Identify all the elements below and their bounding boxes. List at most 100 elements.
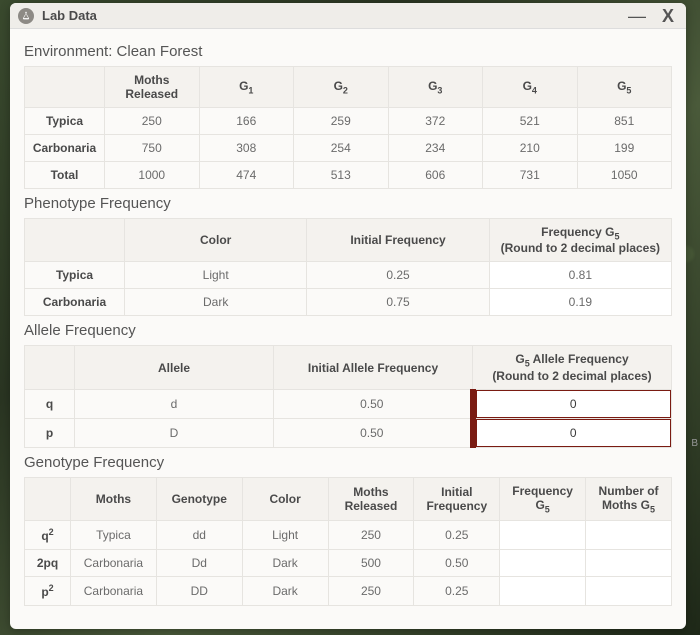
env-total-g3: 606 bbox=[388, 162, 483, 189]
geno-col-released: Moths Released bbox=[328, 477, 414, 520]
titlebar: Lab Data — X bbox=[10, 3, 686, 29]
genotype-table: Moths Genotype Color Moths Released Init… bbox=[24, 477, 672, 606]
phen-row-typica: Typica Light 0.25 0.81 bbox=[25, 262, 672, 289]
allele-col-allele: Allele bbox=[75, 346, 274, 389]
geno-2pq-genotype: Dd bbox=[156, 550, 242, 577]
env-total-released: 1000 bbox=[105, 162, 200, 189]
geno-p2-label: p2 bbox=[25, 577, 71, 606]
env-carb-released: 750 bbox=[105, 135, 200, 162]
env-col-g5: G5 bbox=[577, 67, 672, 108]
geno-col-nmoths: Number of Moths G5 bbox=[586, 477, 672, 520]
allele-q-initial: 0.50 bbox=[274, 389, 473, 418]
allele-heading: Allele Frequency bbox=[24, 322, 672, 339]
env-carb-g5: 199 bbox=[577, 135, 672, 162]
geno-q2-color: Light bbox=[242, 521, 328, 550]
close-button[interactable]: X bbox=[658, 7, 678, 25]
allele-row-q: q d 0.50 0 bbox=[25, 389, 672, 418]
geno-col-color: Color bbox=[242, 477, 328, 520]
env-carb-g3: 234 bbox=[388, 135, 483, 162]
geno-p2-genotype: DD bbox=[156, 577, 242, 606]
geno-q2-nmoths[interactable] bbox=[586, 521, 672, 550]
lab-data-panel: Lab Data — X Environment: Clean Forest M… bbox=[10, 3, 686, 629]
phen-carb-g5: 0.19 bbox=[489, 289, 671, 316]
geno-q2-label: q2 bbox=[25, 521, 71, 550]
geno-q2-moths: Typica bbox=[71, 521, 157, 550]
allele-p-label: p bbox=[25, 418, 75, 447]
geno-p2-initial: 0.25 bbox=[414, 577, 500, 606]
env-total-g5: 1050 bbox=[577, 162, 672, 189]
env-col-g3: G3 bbox=[388, 67, 483, 108]
env-typica-g2: 259 bbox=[294, 108, 389, 135]
env-col-g2: G2 bbox=[294, 67, 389, 108]
phen-col-color: Color bbox=[125, 219, 307, 262]
phen-row-carbonaria: Carbonaria Dark 0.75 0.19 bbox=[25, 289, 672, 316]
env-col-g1: G1 bbox=[199, 67, 294, 108]
geno-col-blank bbox=[25, 477, 71, 520]
flask-icon bbox=[18, 8, 34, 24]
phen-typica-label: Typica bbox=[25, 262, 125, 289]
env-typica-g4: 521 bbox=[483, 108, 578, 135]
phenotype-table: Color Initial Frequency Frequency G5 (Ro… bbox=[24, 218, 672, 316]
environment-table: Moths Released G1 G2 G3 G4 G5 Typica 250… bbox=[24, 66, 672, 189]
env-carb-label: Carbonaria bbox=[25, 135, 105, 162]
geno-q2-released: 250 bbox=[328, 521, 414, 550]
geno-2pq-initial: 0.50 bbox=[414, 550, 500, 577]
allele-q-allele: d bbox=[75, 389, 274, 418]
env-carb-g4: 210 bbox=[483, 135, 578, 162]
geno-row-p2: p2 Carbonaria DD Dark 250 0.25 bbox=[25, 577, 672, 606]
env-row-typica: Typica 250 166 259 372 521 851 bbox=[25, 108, 672, 135]
geno-2pq-released: 500 bbox=[328, 550, 414, 577]
env-col-blank bbox=[25, 67, 105, 108]
env-typica-g3: 372 bbox=[388, 108, 483, 135]
phenotype-heading: Phenotype Frequency bbox=[24, 195, 672, 212]
allele-col-g5: G5 Allele Frequency (Round to 2 decimal … bbox=[473, 346, 672, 389]
env-carb-g2: 254 bbox=[294, 135, 389, 162]
environment-heading: Environment: Clean Forest bbox=[24, 43, 672, 60]
geno-col-initial: Initial Frequency bbox=[414, 477, 500, 520]
geno-row-2pq: 2pq Carbonaria Dd Dark 500 0.50 bbox=[25, 550, 672, 577]
env-col-g4: G4 bbox=[483, 67, 578, 108]
allele-p-initial: 0.50 bbox=[274, 418, 473, 447]
phen-col-blank bbox=[25, 219, 125, 262]
phen-typica-g5: 0.81 bbox=[489, 262, 671, 289]
env-total-g1: 474 bbox=[199, 162, 294, 189]
geno-p2-moths: Carbonaria bbox=[71, 577, 157, 606]
geno-2pq-color: Dark bbox=[242, 550, 328, 577]
env-total-label: Total bbox=[25, 162, 105, 189]
env-typica-g1: 166 bbox=[199, 108, 294, 135]
allele-q-g5-input[interactable]: 0 bbox=[476, 390, 672, 418]
env-total-g2: 513 bbox=[294, 162, 389, 189]
env-carb-g1: 308 bbox=[199, 135, 294, 162]
allele-p-allele: D bbox=[75, 418, 274, 447]
geno-col-freqg5: Frequency G5 bbox=[500, 477, 586, 520]
allele-p-g5-cell[interactable]: 0 bbox=[473, 418, 672, 447]
window-title: Lab Data bbox=[42, 8, 97, 23]
geno-p2-released: 250 bbox=[328, 577, 414, 606]
allele-p-g5-input[interactable]: 0 bbox=[476, 419, 672, 447]
geno-q2-initial: 0.25 bbox=[414, 521, 500, 550]
geno-col-moths: Moths bbox=[71, 477, 157, 520]
phen-col-g5: Frequency G5 (Round to 2 decimal places) bbox=[489, 219, 671, 262]
env-typica-released: 250 bbox=[105, 108, 200, 135]
geno-row-q2: q2 Typica dd Light 250 0.25 bbox=[25, 521, 672, 550]
minimize-button[interactable]: — bbox=[624, 7, 650, 25]
geno-q2-genotype: dd bbox=[156, 521, 242, 550]
geno-q2-freqg5[interactable] bbox=[500, 521, 586, 550]
geno-p2-nmoths[interactable] bbox=[586, 577, 672, 606]
env-typica-label: Typica bbox=[25, 108, 105, 135]
geno-2pq-nmoths[interactable] bbox=[586, 550, 672, 577]
allele-q-g5-cell[interactable]: 0 bbox=[473, 389, 672, 418]
geno-2pq-label: 2pq bbox=[25, 550, 71, 577]
phen-carb-color: Dark bbox=[125, 289, 307, 316]
env-row-carbonaria: Carbonaria 750 308 254 234 210 199 bbox=[25, 135, 672, 162]
geno-2pq-freqg5[interactable] bbox=[500, 550, 586, 577]
geno-col-genotype: Genotype bbox=[156, 477, 242, 520]
genotype-heading: Genotype Frequency bbox=[24, 454, 672, 471]
env-total-g4: 731 bbox=[483, 162, 578, 189]
allele-row-p: p D 0.50 0 bbox=[25, 418, 672, 447]
phen-carb-label: Carbonaria bbox=[25, 289, 125, 316]
geno-p2-color: Dark bbox=[242, 577, 328, 606]
geno-p2-freqg5[interactable] bbox=[500, 577, 586, 606]
bg-hint: B bbox=[691, 438, 698, 449]
geno-2pq-moths: Carbonaria bbox=[71, 550, 157, 577]
